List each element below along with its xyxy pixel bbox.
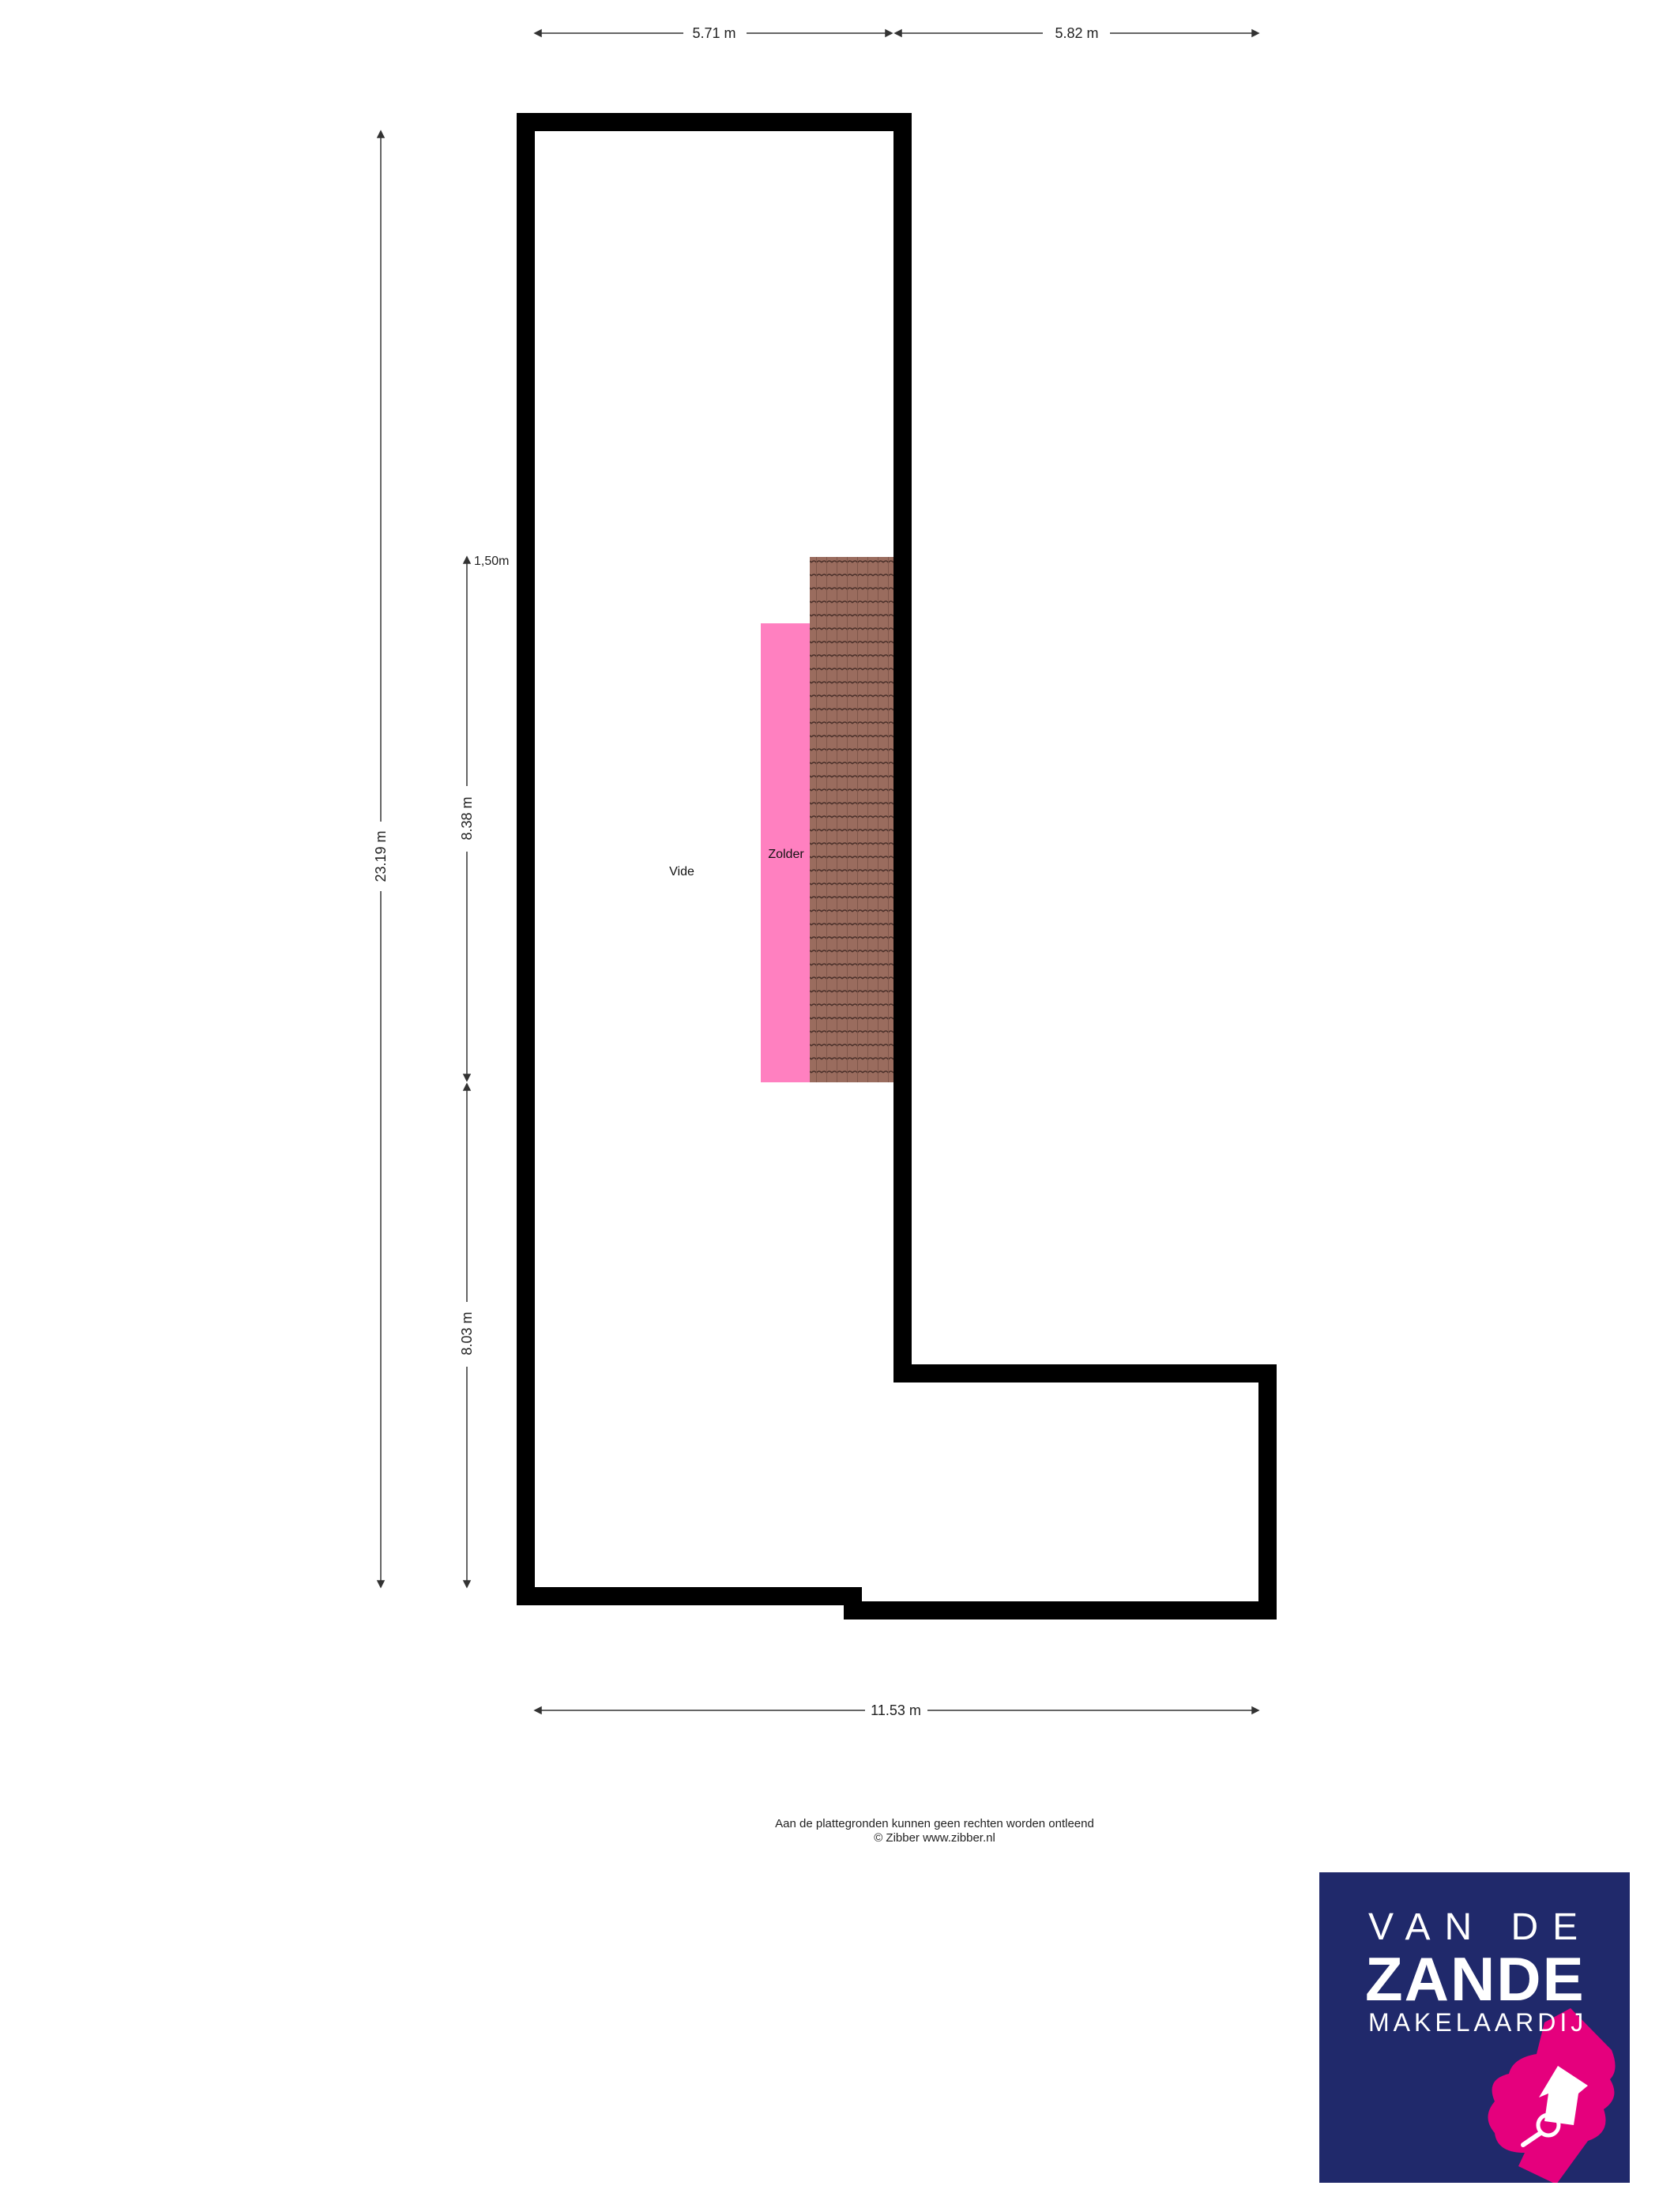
room-label-zolder: Zolder bbox=[768, 848, 804, 861]
disclaimer: Aan de plattegronden kunnen geen rechten… bbox=[775, 1817, 1094, 1830]
dimension-inner bbox=[462, 555, 472, 1589]
company-logo: VAN DE ZANDE MAKELAARDIJ bbox=[1319, 1872, 1630, 2183]
footer: Aan de plattegronden kunnen geen rechten… bbox=[0, 1817, 1659, 1845]
dimension-bottom bbox=[533, 1706, 1260, 1715]
dimension-top bbox=[533, 28, 1260, 38]
dim-height-mark: 1,50m bbox=[474, 555, 509, 568]
dim-bottom-total: 11.53 m bbox=[871, 1702, 921, 1718]
logo-line1: VAN DE bbox=[1368, 1906, 1593, 1948]
room-label-vide: Vide bbox=[669, 865, 694, 878]
zolder-area bbox=[761, 623, 810, 1082]
dimension-left bbox=[376, 130, 386, 1589]
credit: © Zibber www.zibber.nl bbox=[874, 1831, 995, 1845]
roof-tiles bbox=[810, 557, 893, 1082]
house-search-icon bbox=[1488, 2008, 1616, 2183]
logo-line2: ZANDE bbox=[1365, 1944, 1586, 2014]
walls bbox=[517, 113, 1277, 1620]
dim-left-total: 23.19 m bbox=[373, 830, 389, 882]
logo-line3: MAKELAARDIJ bbox=[1368, 2008, 1588, 2037]
dim-top-left: 5.71 m bbox=[692, 25, 735, 41]
dim-inner-upper: 8.38 m bbox=[459, 796, 475, 840]
dim-top-right: 5.82 m bbox=[1055, 25, 1098, 41]
dim-inner-lower: 8.03 m bbox=[459, 1311, 475, 1355]
